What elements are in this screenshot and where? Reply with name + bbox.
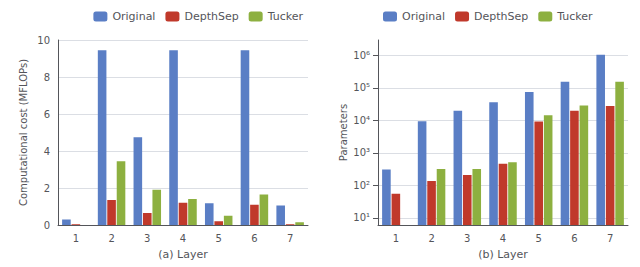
svg-text:10⁵: 10⁵ <box>353 82 370 93</box>
svg-text:10³: 10³ <box>353 147 370 158</box>
svg-text:7: 7 <box>287 233 293 244</box>
svg-text:4: 4 <box>180 233 186 244</box>
svg-text:(a) Layer: (a) Layer <box>158 248 208 261</box>
svg-text:10: 10 <box>37 35 50 46</box>
svg-text:DepthSep: DepthSep <box>474 10 528 23</box>
svg-text:8: 8 <box>44 72 50 83</box>
svg-text:Original: Original <box>112 10 155 23</box>
svg-text:5: 5 <box>536 233 542 244</box>
svg-text:10²: 10² <box>353 180 370 191</box>
svg-text:6: 6 <box>44 109 50 120</box>
svg-text:4: 4 <box>44 146 50 157</box>
svg-text:DepthSep: DepthSep <box>184 10 238 23</box>
svg-text:5: 5 <box>216 233 222 244</box>
svg-text:1: 1 <box>393 233 399 244</box>
svg-text:3: 3 <box>144 233 150 244</box>
svg-text:2: 2 <box>428 233 434 244</box>
svg-text:6: 6 <box>571 233 577 244</box>
svg-text:(b) Layer: (b) Layer <box>478 248 528 261</box>
svg-text:4: 4 <box>500 233 506 244</box>
svg-text:Parameters: Parameters <box>338 104 349 161</box>
svg-text:Tucker: Tucker <box>556 10 593 23</box>
svg-text:Computational cost (MFLOPs): Computational cost (MFLOPs) <box>18 59 29 206</box>
svg-text:Original: Original <box>402 10 445 23</box>
svg-text:2: 2 <box>44 183 50 194</box>
svg-text:7: 7 <box>607 233 613 244</box>
svg-text:6: 6 <box>251 233 257 244</box>
svg-text:10⁴: 10⁴ <box>353 115 370 126</box>
svg-text:3: 3 <box>464 233 470 244</box>
svg-text:2: 2 <box>108 233 114 244</box>
svg-text:10⁶: 10⁶ <box>353 50 370 61</box>
svg-text:0: 0 <box>44 220 50 231</box>
svg-text:1: 1 <box>73 233 79 244</box>
svg-text:10¹: 10¹ <box>353 212 370 223</box>
svg-text:Tucker: Tucker <box>267 10 304 23</box>
